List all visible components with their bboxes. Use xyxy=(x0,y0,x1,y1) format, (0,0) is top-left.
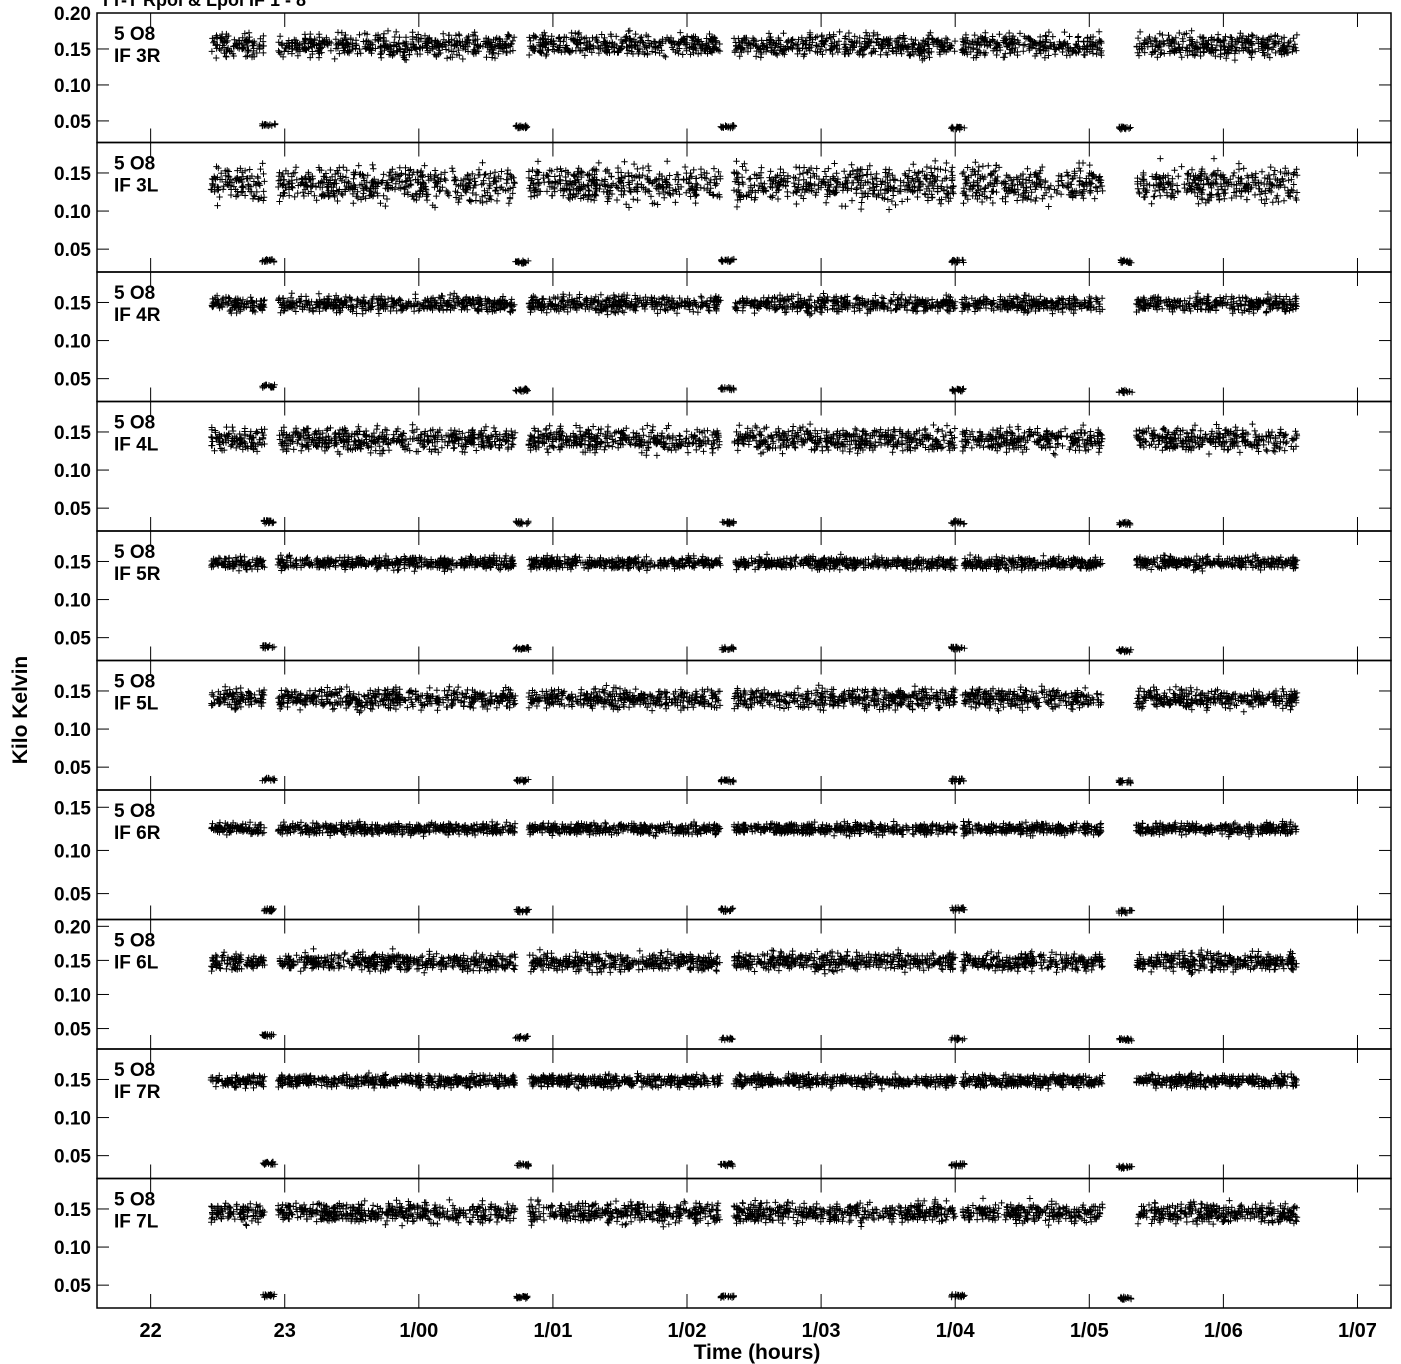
panel-label-if: IF 4R xyxy=(114,305,161,326)
panel-label-source: 5 O8 xyxy=(114,1190,155,1211)
panel-frame xyxy=(96,12,1392,144)
y-tick-label: 0.10 xyxy=(54,591,91,612)
y-tick-label: 0.05 xyxy=(54,758,91,779)
y-tick-label: 0.10 xyxy=(54,76,91,97)
data-points xyxy=(208,945,1300,1044)
y-tick-label: 0.15 xyxy=(54,552,91,573)
x-tick-label: 22 xyxy=(140,1320,162,1342)
panel-frame xyxy=(96,918,1392,1050)
x-tick-label: 1/06 xyxy=(1204,1320,1243,1342)
y-tick-label: 0.15 xyxy=(54,682,91,703)
x-tick-label: 1/04 xyxy=(936,1320,976,1342)
y-tick-label: 0.05 xyxy=(54,629,91,650)
x-tick-label: 23 xyxy=(274,1320,296,1342)
data-points xyxy=(208,420,1301,529)
data-points xyxy=(208,290,1300,397)
panel-label-if: IF 3R xyxy=(114,46,161,67)
panel-label-source: 5 O8 xyxy=(114,1060,155,1081)
panel-label-source: 5 O8 xyxy=(114,672,155,693)
panel-label-if: IF 4L xyxy=(114,435,159,456)
y-tick-label: 0.20 xyxy=(54,4,91,25)
panel-label-if: IF 3L xyxy=(114,176,159,197)
panel-label-source: 5 O8 xyxy=(114,542,155,563)
x-axis-label: Time (hours) xyxy=(694,1341,821,1364)
x-tick-label: 1/05 xyxy=(1070,1320,1109,1342)
panel-label-source: 5 O8 xyxy=(114,801,155,822)
panel-frame xyxy=(96,659,1392,791)
chart-title: TT-T Rpol & Lpol IF 1 - 8 xyxy=(100,0,306,10)
panel-label-source: 5 O8 xyxy=(114,24,155,45)
x-tick-label: 1/00 xyxy=(399,1320,438,1342)
y-tick-label: 0.20 xyxy=(54,917,91,938)
y-tick-label: 0.15 xyxy=(54,40,91,61)
y-tick-label: 0.10 xyxy=(54,1238,91,1259)
y-tick-label: 0.10 xyxy=(54,202,91,223)
panel-label-if: IF 6L xyxy=(114,953,159,974)
panel-label-source: 5 O8 xyxy=(114,931,155,952)
panel-frame xyxy=(96,1048,1392,1180)
y-tick-label: 0.15 xyxy=(54,951,91,972)
y-tick-label: 0.10 xyxy=(54,841,91,862)
x-axis: 22 23 1/00 1/01 1/02 1/03 1/04 1/05 1/06 1/07 xyxy=(140,1320,1377,1342)
data-points xyxy=(208,27,1301,133)
y-tick-label: 0.15 xyxy=(54,798,91,819)
y-tick-label: 0.15 xyxy=(54,1070,91,1091)
y-tick-label: 0.15 xyxy=(54,293,91,314)
panel-label-source: 5 O8 xyxy=(114,413,155,434)
y-tick-label: 0.15 xyxy=(54,1200,91,1221)
panel-frame xyxy=(96,530,1392,662)
y-tick-label: 0.05 xyxy=(54,885,91,906)
y-tick-label: 0.05 xyxy=(54,1020,91,1041)
y-tick-label: 0.05 xyxy=(54,240,91,261)
x-tick-label: 1/03 xyxy=(802,1320,841,1342)
y-tick-label: 0.05 xyxy=(54,1147,91,1168)
data-points xyxy=(207,1069,1300,1172)
panel-label-if: IF 6R xyxy=(114,823,161,844)
y-tick-label: 0.10 xyxy=(54,332,91,353)
y-tick-label: 0.05 xyxy=(54,499,91,520)
panel-label-source: 5 O8 xyxy=(114,154,155,175)
panel-label-if: IF 5R xyxy=(114,564,161,585)
panel-label-if: IF 5L xyxy=(114,694,159,715)
panel-frame xyxy=(96,789,1392,921)
panel-label-if: IF 7R xyxy=(114,1082,161,1103)
panel-frame xyxy=(96,1177,1392,1309)
y-tick-label: 0.10 xyxy=(54,720,91,741)
data-points xyxy=(208,682,1301,787)
y-tick-label: 0.10 xyxy=(54,1109,91,1130)
panel-frame xyxy=(96,400,1392,532)
y-tick-label: 0.05 xyxy=(54,370,91,391)
panel-frame xyxy=(96,271,1392,403)
panel-label-if: IF 7L xyxy=(114,1212,159,1233)
x-tick-label: 1/01 xyxy=(533,1320,572,1342)
data-points xyxy=(208,1195,1301,1303)
y-tick-label: 0.15 xyxy=(54,423,91,444)
y-tick-label: 0.05 xyxy=(54,112,91,133)
data-points xyxy=(207,155,1301,267)
y-axis-label: Kilo Kelvin xyxy=(9,656,32,765)
x-tick-label: 1/07 xyxy=(1338,1320,1377,1342)
data-points xyxy=(208,551,1301,656)
y-tick-label: 0.10 xyxy=(54,461,91,482)
x-tick-label: 1/02 xyxy=(668,1320,707,1342)
data-points xyxy=(208,818,1300,917)
y-tick-label: 0.05 xyxy=(54,1276,91,1297)
panel-label-source: 5 O8 xyxy=(114,283,155,304)
y-tick-label: 0.15 xyxy=(54,164,91,185)
y-tick-label: 0.10 xyxy=(54,985,91,1006)
